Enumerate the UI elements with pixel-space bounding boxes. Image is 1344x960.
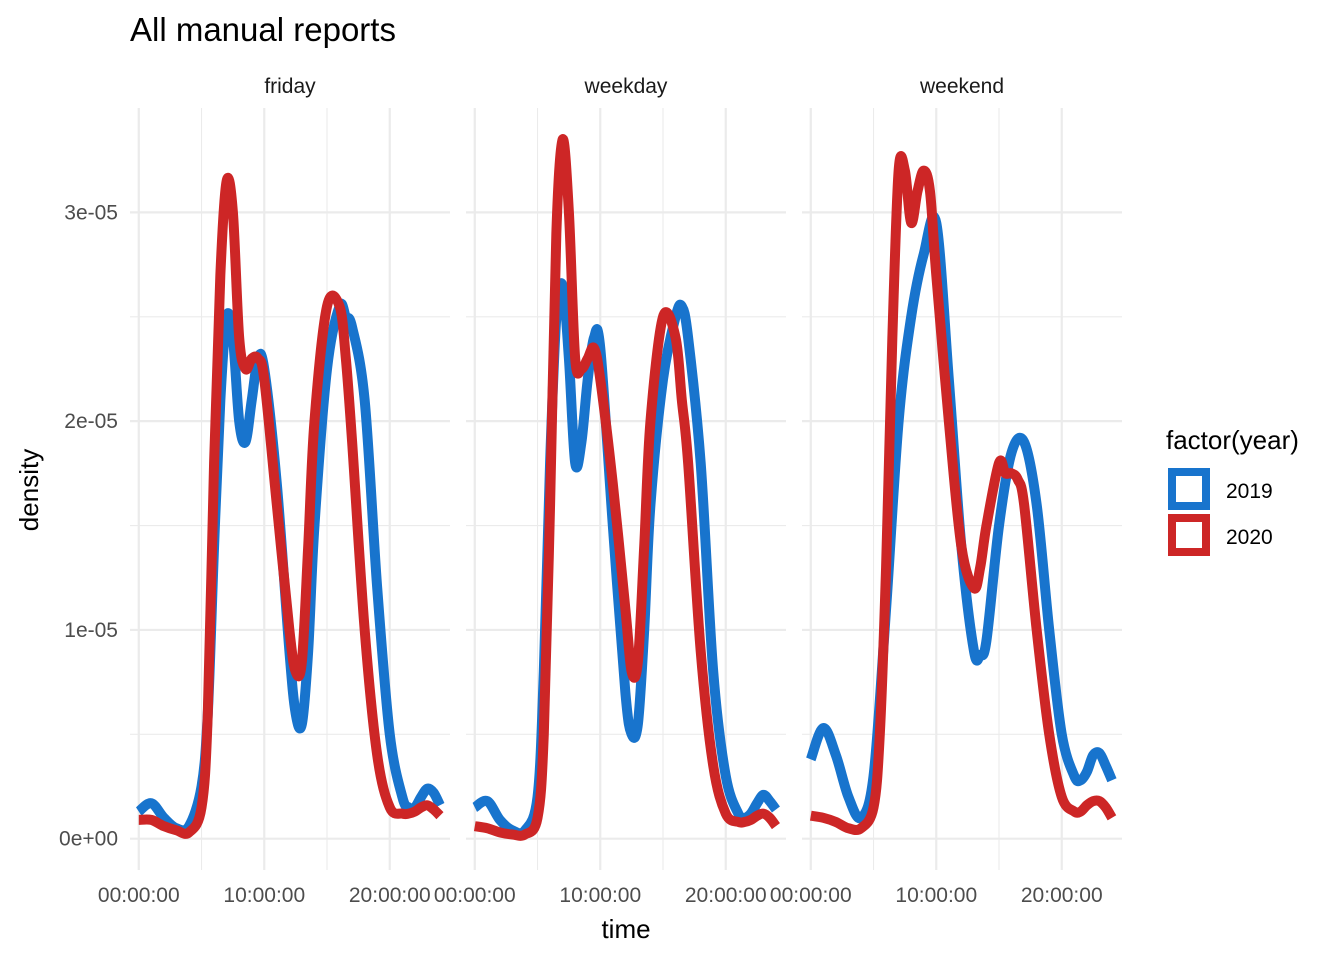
series-line-2020 [138,172,444,839]
x-tick-label: 10:00:00 [223,884,305,907]
facet-panel-friday: friday 00:00:00 10:00:00 20:00:00 [98,75,450,907]
y-tick-label: 2e-05 [64,410,118,433]
legend-key-2019 [1168,468,1210,510]
x-tick-label: 20:00:00 [349,884,431,907]
facet-panel-weekday: weekday 00:00:00 10:00:00 20:00:00 [434,75,786,907]
y-tick-label: 1e-05 [64,619,118,642]
legend-label: 2020 [1226,526,1273,549]
legend-title: factor(year) [1166,425,1299,455]
x-tick-label: 20:00:00 [685,884,767,907]
x-tick-label: 10:00:00 [895,884,977,907]
y-axis-title: density [14,449,44,531]
x-tick-label: 00:00:00 [98,884,180,907]
facet-strip-label: weekend [919,75,1004,98]
y-tick-label: 3e-05 [64,201,118,224]
x-tick-label: 10:00:00 [559,884,641,907]
x-tick-label: 20:00:00 [1021,884,1103,907]
legend: factor(year) 2019 2020 [1166,425,1299,556]
legend-key-2020 [1168,514,1210,556]
facet-panels: 0e+00 1e-05 2e-05 3e-05 friday 00:00:00 10:00:… [59,75,1122,907]
series-line-2020 [809,151,1117,836]
chart-title: All manual reports [130,11,396,48]
facet-strip-label: weekday [584,75,668,98]
facet-panel-weekend: weekend 00:00:00 10:00:00 20:00:00 [770,75,1122,907]
legend-label: 2019 [1226,480,1273,503]
series-line-2020 [473,134,781,841]
facet-strip-label: friday [264,75,316,98]
x-tick-label: 00:00:00 [434,884,516,907]
x-axis-title: time [601,914,650,944]
x-tick-label: 00:00:00 [770,884,852,907]
y-tick-label: 0e+00 [59,828,118,851]
